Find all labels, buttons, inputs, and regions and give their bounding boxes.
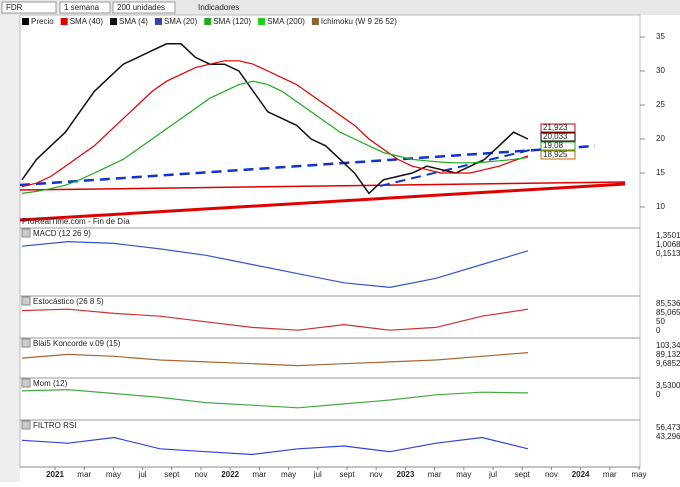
legend-item: SMA (120) [213,17,251,26]
panel-label: 1,3501 [656,231,680,240]
x-tick-label: sept [164,470,180,479]
price-tag [540,132,576,142]
x-tick-label: mar [428,470,442,479]
legend-item: Precio [31,17,54,26]
series-line [21,436,529,456]
trend-line [19,144,596,187]
trend-line [379,149,531,187]
x-tick-label: 2022 [221,470,239,479]
panel-title-box [21,296,31,306]
price-label: 18,925 [543,150,568,159]
legend-item: Ichimoku (W 9 26 52) [321,17,397,26]
panel-title-box [21,338,31,348]
panel-label: 43,296 [656,432,680,441]
panel-label: 89,132 [656,350,680,359]
panel-label: 0 [656,390,661,399]
legend-swatch [154,18,162,25]
price-label: 19,08 [543,141,564,150]
panel-label: 85,536 [656,299,680,308]
panel-label: 103,34 [656,341,680,350]
legend-item: SMA (200) [267,17,305,26]
indicators[interactable]: Indicadores [198,3,239,12]
price-tag [540,141,576,151]
price-tag [540,123,576,133]
panel-label: 50 [656,317,665,326]
series-line [21,352,529,367]
panel-title: MACD (12 26 9) [33,229,91,238]
tool-column [0,15,20,482]
panel-label: 0,1513 [656,249,680,258]
symbol[interactable]: FDR [6,3,23,12]
legend-item: SMA (40) [70,17,104,26]
price-label: 20,033 [543,132,568,141]
x-tick-label: mar [77,470,91,479]
watermark: ProRealTime.com - Fin de Día [22,217,130,226]
x-tick-label: nov [370,470,383,479]
x-tick-label: 2024 [572,470,590,479]
panel-label: 56,473 [656,423,680,432]
x-tick-label: sept [515,470,531,479]
panel-title: Estocástico (26 8 5) [33,297,104,306]
x-tick-label: sept [339,470,355,479]
x-tick-label: jul [138,470,147,479]
symbol-box[interactable] [1,1,57,14]
panel-title-box [21,420,31,430]
legend-swatch [311,18,319,25]
y-tick-label: 15 [656,168,665,177]
period[interactable]: 1 semana [64,3,100,12]
panel-title: FILTRO RSI [33,421,76,430]
x-tick-label: may [281,470,296,479]
x-tick-label: 2021 [46,470,64,479]
legend-item: SMA (20) [164,17,198,26]
legend-swatch [60,18,68,25]
x-tick-label: jul [313,470,322,479]
series-line [21,240,529,289]
trend-line [19,182,626,222]
legend-swatch [110,18,118,25]
series-line [21,388,529,409]
panel-title-box [21,228,31,238]
x-tick-label: may [106,470,121,479]
panel-title-box [21,378,31,388]
y-tick-label: 10 [656,202,665,211]
x-tick-label: nov [545,470,558,479]
units[interactable]: 200 unidades [117,3,165,12]
y-tick-label: 30 [656,66,665,75]
y-tick-label: 20 [656,134,665,143]
x-tick-label: jul [488,470,497,479]
x-tick-label: mar [253,470,267,479]
legend-swatch [258,18,266,25]
panel-label: 3,5300 [656,381,680,390]
period-box[interactable] [59,1,111,14]
panel-title: Mom (12) [33,379,68,388]
series-line [21,43,529,195]
y-tick-label: 25 [656,100,665,109]
panel-label: 85,065 [656,308,680,317]
trend-line [19,181,626,191]
x-tick-label: nov [195,470,208,479]
x-tick-label: may [631,470,646,479]
price-tag [540,150,576,160]
legend-item: SMA (4) [119,17,148,26]
x-tick-label: mar [603,470,617,479]
series-line [21,80,529,194]
units-box[interactable] [112,1,176,14]
panel-label: 9,6852 [656,359,680,368]
price-label: 21,923 [543,123,568,132]
panel-title: Blai5 Koncorde v.09 (15) [33,339,121,348]
x-tick-label: 2023 [397,470,415,479]
y-tick-label: 35 [656,32,665,41]
legend-swatch [204,18,212,25]
toolbar-items: FDR 1 semana 200 unidades Indicadores [1,1,239,14]
series-line [21,60,529,188]
panel-label: 0 [656,326,661,335]
x-tick-label: may [456,470,471,479]
series-line [21,308,529,331]
legend-swatch [22,18,29,25]
panel-label: 1,0068 [656,240,680,249]
